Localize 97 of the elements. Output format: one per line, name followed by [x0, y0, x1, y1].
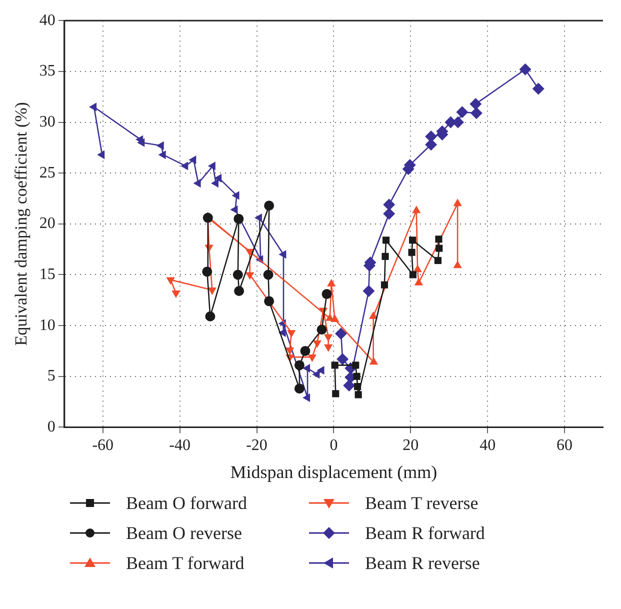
point — [408, 248, 416, 256]
y-tick-label: 15 — [39, 266, 56, 283]
point — [308, 354, 316, 362]
x-tick-label: 20 — [402, 437, 419, 454]
point — [214, 174, 222, 182]
point — [383, 198, 396, 211]
x-tick-label: 60 — [556, 437, 573, 454]
point — [254, 213, 262, 222]
point — [409, 236, 416, 244]
legend-label: Beam R forward — [364, 522, 485, 544]
point — [208, 287, 216, 295]
point — [286, 347, 294, 355]
y-tick-label: 40 — [39, 12, 56, 29]
point — [332, 390, 340, 398]
point — [324, 344, 333, 352]
point — [264, 200, 274, 211]
point — [470, 107, 482, 120]
point — [278, 328, 286, 337]
point — [353, 372, 360, 380]
point — [354, 383, 362, 390]
x-tick-label: 0 — [330, 437, 338, 454]
point — [316, 366, 324, 375]
point — [230, 205, 238, 214]
point — [263, 270, 274, 280]
point — [316, 324, 327, 335]
point — [352, 362, 360, 369]
point — [232, 270, 243, 280]
point — [324, 334, 333, 342]
point — [532, 82, 544, 95]
point — [234, 214, 244, 224]
y-tick-label: 25 — [39, 164, 56, 182]
point — [210, 178, 218, 188]
x-tick-label: -60 — [92, 437, 114, 454]
point — [409, 271, 416, 278]
point — [188, 156, 196, 164]
point — [343, 380, 356, 392]
point — [382, 252, 389, 260]
legend-label: Beam T reverse — [364, 492, 478, 514]
point — [232, 191, 240, 200]
point — [158, 150, 166, 160]
point — [322, 289, 332, 300]
point — [302, 393, 310, 402]
y-tick-label: 30 — [39, 113, 56, 130]
point — [383, 208, 396, 220]
y-tick-label: 10 — [39, 316, 56, 334]
point — [369, 357, 378, 365]
x-axis-title: Midspan displacement (mm) — [230, 462, 438, 482]
point — [287, 330, 296, 338]
point — [453, 198, 462, 206]
point — [335, 328, 348, 340]
y-axis-title: Equivalent damping coefficient (%) — [12, 102, 31, 346]
legend-label: Beam O forward — [126, 492, 247, 514]
point — [89, 102, 97, 112]
point — [278, 250, 286, 259]
point — [166, 277, 175, 285]
point — [434, 256, 442, 264]
point — [362, 284, 375, 297]
x-tick-label: -20 — [246, 437, 268, 454]
y-tick-label: 0 — [47, 418, 56, 436]
legend-label: Beam O reverse — [126, 522, 242, 544]
y-tick-label: 20 — [39, 215, 56, 232]
point — [453, 260, 462, 268]
point — [246, 272, 254, 280]
point — [193, 178, 201, 188]
point — [208, 162, 216, 170]
point — [156, 141, 164, 150]
point — [470, 98, 482, 110]
point — [234, 286, 244, 296]
x-tick-label: 40 — [480, 437, 496, 454]
point — [302, 364, 310, 373]
point — [97, 150, 105, 160]
point — [312, 340, 322, 348]
point — [436, 244, 443, 252]
point — [312, 370, 320, 379]
y-tick-label: 35 — [39, 62, 56, 80]
point — [336, 353, 349, 366]
point — [180, 162, 188, 170]
point — [519, 63, 532, 76]
point — [294, 360, 304, 370]
point — [380, 281, 388, 288]
point — [412, 206, 421, 214]
legend-label: Beam R reverse — [364, 552, 480, 574]
point — [205, 311, 216, 322]
point — [294, 384, 304, 394]
x-tick-label: -40 — [169, 437, 190, 454]
point — [172, 290, 180, 298]
y-tick-label: 5 — [47, 368, 56, 385]
point — [264, 296, 274, 306]
point — [331, 362, 338, 369]
point — [456, 106, 468, 118]
point — [202, 266, 212, 277]
point — [382, 236, 390, 244]
point — [300, 346, 310, 356]
point — [354, 391, 362, 398]
legend-label: Beam T forward — [126, 552, 244, 574]
point — [435, 236, 442, 243]
point — [202, 212, 213, 223]
